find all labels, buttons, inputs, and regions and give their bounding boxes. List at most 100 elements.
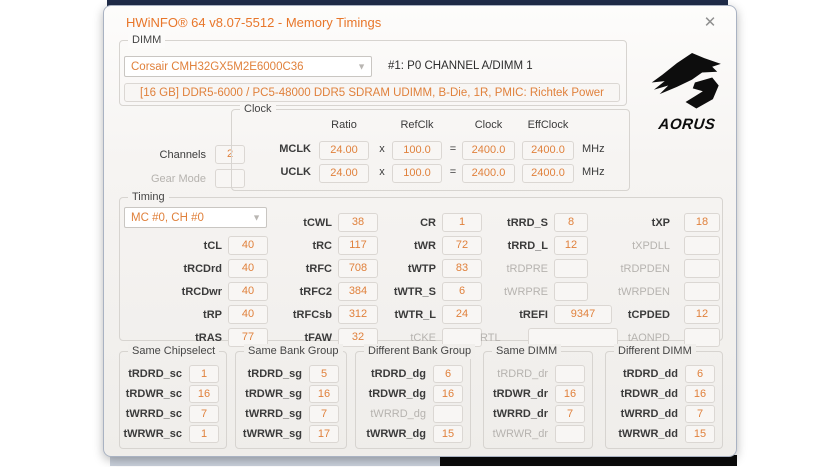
tras-label: tRAS (195, 331, 222, 344)
trrd-s-label: tRRD_S (507, 216, 548, 229)
trdwr-sg-label: tRDWR_sg (245, 388, 302, 400)
tfaw-label: tFAW (304, 331, 333, 344)
trdrd-dr-label: tRDRD_dr (497, 368, 548, 380)
different-bank-group-group: Different Bank Group tRDRD_dg 6 tRDWR_dg 1… (355, 344, 476, 449)
same-dimm-group: Same DIMM tRDRD_dr tRDWR_dr 16 tWRRD_dr 7 … (483, 344, 593, 449)
trdwr-dd-label: tRDWR_dd (620, 388, 678, 400)
same-chipselect-group: Same Chipselect tRDRD_sc 1 tRDWR_sc 16 tWR… (119, 344, 227, 449)
txpdll-label: tXPDLL (632, 239, 670, 252)
aorus-falcon-icon (651, 53, 721, 109)
clock-group: Clock Ratio RefClk Clock EffClock MCLK 2… (231, 102, 630, 191)
trefi-label: tREFI (519, 308, 548, 321)
trdwr-dd-value: 16 (685, 385, 715, 403)
mclk-label: MCLK (279, 143, 311, 155)
dimm-module-select[interactable]: Corsair CMH32GX5M2E6000C36 ▼ (124, 56, 372, 77)
twrpre-value (554, 282, 588, 301)
timing-group: Timing MC #0, CH #0 ▼ tCL 40 tRCDrd 40 tRC… (119, 190, 723, 347)
tcpded-label: tCPDED (627, 308, 670, 321)
tcl-label: tCL (203, 239, 222, 252)
chevron-down-icon: ▼ (252, 212, 261, 223)
txp-label: tXP (651, 216, 670, 229)
trrd-l-value: 12 (554, 236, 588, 255)
trfc2-label: tRFC2 (299, 285, 332, 298)
trfc-value: 708 (338, 259, 378, 278)
twrwr-sc-label: tWRWR_sc (123, 428, 182, 440)
close-icon[interactable]: ✕ (703, 14, 717, 31)
twrrd-dd-value: 7 (685, 405, 715, 423)
dimm-slot-label: #1: P0 CHANNEL A/DIMM 1 (388, 60, 533, 72)
dimm-group-label: DIMM (128, 33, 166, 48)
uclk-label: UCLK (280, 166, 311, 178)
channels-row: Channels 2 (120, 144, 245, 165)
twrrd-sc-label: tWRRD_sc (125, 408, 182, 420)
trdrd-dd-value: 6 (685, 365, 715, 383)
channels-value-box: 2 (215, 145, 245, 164)
tras-value: 77 (228, 328, 268, 347)
twr-value: 72 (442, 236, 482, 255)
trdrd-dr-value (555, 365, 585, 383)
effclock-header: EffClock (527, 119, 569, 131)
cr-value: 1 (442, 213, 482, 232)
mclk-multiply-sign: x (379, 143, 385, 155)
trdpre-value (554, 259, 588, 278)
trfcsb-value: 312 (338, 305, 378, 324)
timing-column-5: tXP 18 tXPDLL tRDPDEN tWRPDEN tCPDED 12 tA… (582, 211, 720, 349)
twtr-s-value: 6 (442, 282, 482, 301)
uclk-refclk-box: 100.0 (392, 164, 442, 183)
aorus-wordmark: AORUS (657, 116, 717, 133)
twrrd-sc-value: 7 (189, 405, 219, 423)
twrwr-dr-value (555, 425, 585, 443)
trc-label: tRC (312, 239, 332, 252)
timing-channel-value: MC #0, CH #0 (131, 211, 204, 224)
channels-label: Channels (159, 148, 206, 161)
trdwr-sc-value: 16 (189, 385, 219, 403)
same-bank-group-label: Same Bank Group (244, 344, 343, 359)
different-bank-group-label: Different Bank Group (364, 344, 476, 359)
trp-value: 40 (228, 305, 268, 324)
trdrd-sc-value: 1 (189, 365, 219, 383)
gear-mode-label: Gear Mode (150, 172, 206, 185)
twrrd-dg-value (433, 405, 463, 423)
trrd-s-value: 8 (554, 213, 588, 232)
trp-label: tRP (203, 308, 222, 321)
twtp-value: 83 (442, 259, 482, 278)
cr-label: CR (420, 216, 436, 229)
txpdll-value (684, 236, 720, 255)
gear-mode-row: Gear Mode (120, 168, 245, 189)
trdwr-dr-value: 16 (555, 385, 585, 403)
twrrd-sg-label: tWRRD_sg (245, 408, 302, 420)
uclk-unit: MHz (582, 166, 605, 178)
txp-value: 18 (684, 213, 720, 232)
trdrd-dg-value: 6 (433, 365, 463, 383)
twrrd-dr-value: 7 (555, 405, 585, 423)
mclk-effclock-box: 2400.0 (522, 141, 574, 160)
twrrd-dr-label: tWRRD_dr (493, 408, 548, 420)
background-window-bottom-bar (110, 455, 440, 466)
trc-value: 117 (338, 236, 378, 255)
timing-channel-select[interactable]: MC #0, CH #0 ▼ (124, 207, 267, 228)
trdwr-dr-label: tRDWR_dr (493, 388, 548, 400)
trdrd-sg-label: tRDRD_sg (247, 368, 302, 380)
trdwr-dg-value: 16 (433, 385, 463, 403)
twrrd-sg-value: 7 (309, 405, 339, 423)
twrwr-dd-label: tWRWR_dd (618, 428, 678, 440)
tcwl-label: tCWL (303, 216, 332, 229)
refclk-header: RefClk (400, 119, 434, 131)
different-dimm-group: Different DIMM tRDRD_dd 6 tRDWR_dd 16 tWRR… (605, 344, 723, 449)
uclk-multiply-sign: x (379, 166, 385, 178)
taonpd-label: tAONPD (627, 331, 670, 344)
same-chipselect-label: Same Chipselect (128, 344, 220, 359)
twtp-label: tWTP (407, 262, 436, 275)
trdwr-sg-value: 16 (309, 385, 339, 403)
gear-mode-value-box (215, 169, 245, 188)
twrpre-label: tWRPRE (504, 285, 548, 298)
timing-column-4: tRRD_S 8 tRRD_L 12 tRDPRE tWRPRE tREFI 9347… (450, 211, 618, 349)
ratio-header: Ratio (331, 119, 357, 131)
tcke-label: tCKE (410, 331, 436, 344)
different-dimm-label: Different DIMM (614, 344, 696, 359)
mclk-refclk-box: 100.0 (392, 141, 442, 160)
rtl-value (528, 328, 618, 347)
trfcsb-label: tRFCsb (292, 308, 332, 321)
background-window-top-bar (107, 0, 728, 9)
timing-column-3: CR 1 tWR 72 tWTP 83 tWTR_S 6 tWTR_L 24 tCKE (348, 211, 482, 349)
